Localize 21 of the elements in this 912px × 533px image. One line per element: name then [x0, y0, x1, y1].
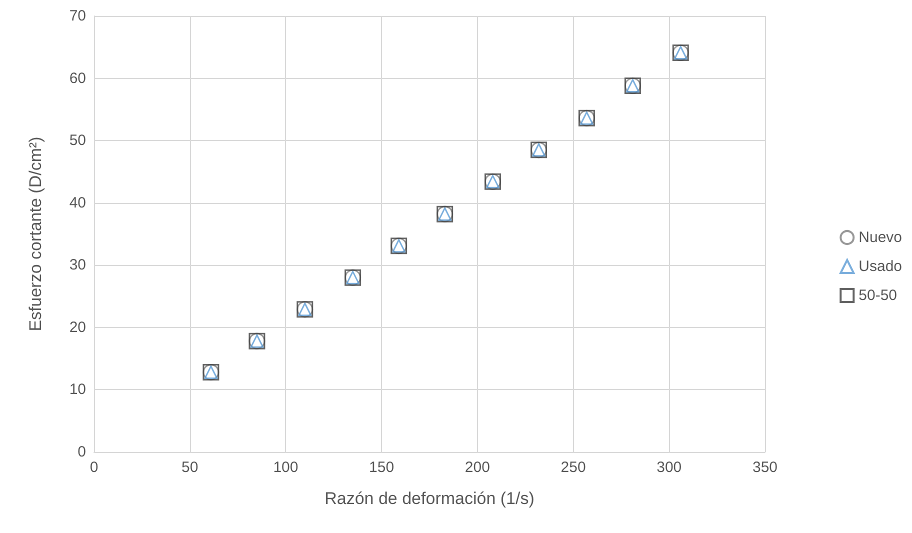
y-tick-label: 0 [78, 444, 86, 460]
legend-label: 50-50 [858, 287, 898, 304]
y-tick-label: 20 [69, 318, 86, 336]
x-axis-title: Razón de deformación (1/s) [324, 489, 534, 508]
x-tick-label: 250 [560, 459, 586, 476]
y-axis-title: Esfuerzo cortante (D/cm²) [26, 136, 45, 332]
x-tick-label: 350 [752, 459, 778, 476]
x-tick-label: 300 [656, 459, 682, 476]
y-tick-label: 30 [69, 256, 86, 274]
x-tick-label: 150 [369, 459, 394, 476]
x-tick-label: 50 [182, 459, 198, 476]
y-tick-label: 10 [69, 381, 86, 398]
y-tick-label: 40 [69, 194, 86, 212]
y-tick-label: 70 [69, 8, 86, 24]
x-tick-label: 0 [90, 459, 98, 476]
x-tick-label: 100 [273, 459, 298, 476]
x-tick-label: 200 [464, 459, 490, 476]
y-tick-label: 50 [69, 132, 86, 150]
legend-label: Usado [858, 258, 902, 275]
y-tick-label: 60 [69, 70, 86, 87]
legend-label: Nuevo [858, 229, 902, 246]
